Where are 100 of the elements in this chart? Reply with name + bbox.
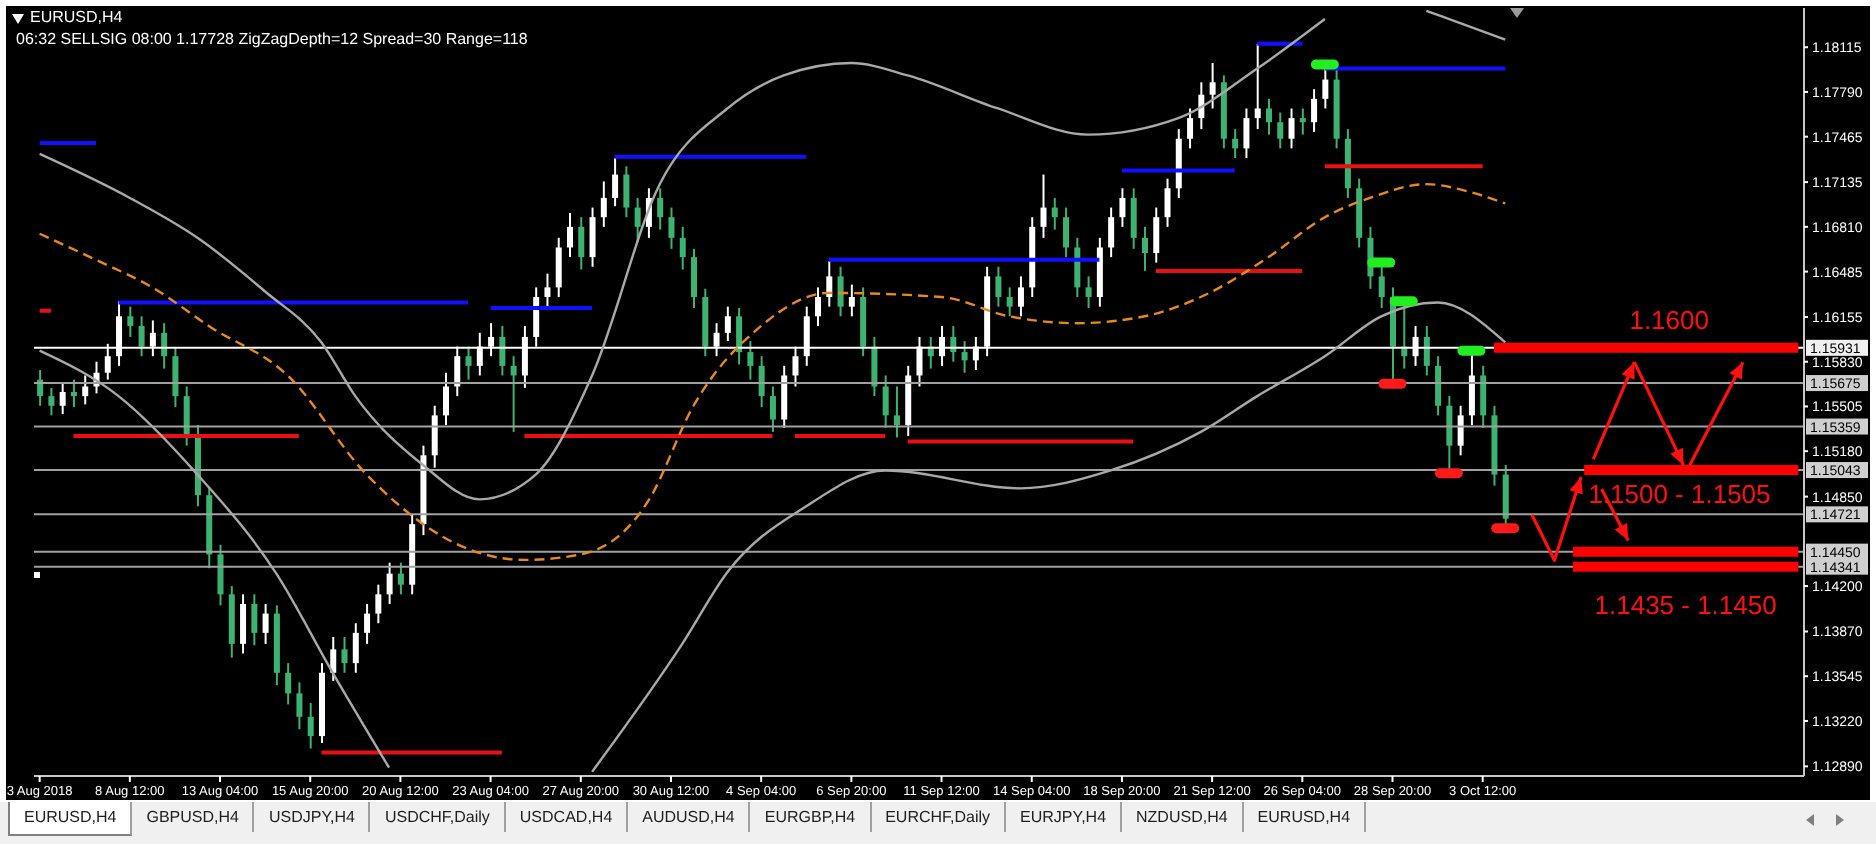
candlestick: [691, 247, 698, 310]
candlestick: [1423, 324, 1430, 377]
candlestick: [341, 635, 348, 674]
candlestick: [465, 345, 472, 381]
candlestick: [995, 265, 1002, 308]
candlestick: [837, 265, 844, 318]
candlestick: [623, 165, 630, 219]
candlestick: [815, 286, 822, 327]
candlestick: [1243, 107, 1250, 160]
candlestick: [724, 305, 731, 343]
candlestick: [138, 315, 145, 358]
candlestick: [544, 272, 551, 308]
text: EURUSD,H4: [8, 802, 133, 836]
candlestick: [1006, 286, 1013, 318]
candlestick: [1311, 88, 1318, 133]
candlestick: [600, 180, 607, 228]
candlestick: [161, 322, 168, 370]
candlestick: [240, 593, 247, 655]
candlestick: [1130, 187, 1137, 250]
candlestick: [555, 236, 562, 299]
candlestick: [1153, 206, 1160, 264]
candlestick: [1164, 177, 1171, 228]
candlestick: [578, 216, 585, 271]
text: AUDUSD,H4: [628, 802, 751, 832]
candlestick: [82, 374, 89, 406]
candlestick: [1040, 173, 1047, 239]
candlestick: [634, 196, 641, 243]
candlestick: [747, 340, 754, 381]
candlestick: [1254, 42, 1261, 131]
candlestick: [1277, 111, 1284, 150]
text: GBPUSD,H4: [132, 802, 255, 832]
candlestick: [882, 374, 889, 429]
candlestick: [262, 602, 269, 645]
annotation: 1.1600: [1629, 304, 1709, 335]
text: EURUSD,H4: [1243, 802, 1367, 832]
line-series: [38, 182, 1507, 562]
candlestick: [127, 305, 134, 338]
candlestick: [1141, 225, 1148, 272]
text: EURCHF,Daily: [871, 802, 1007, 832]
candlestick: [296, 681, 303, 731]
candlestick: [1119, 187, 1126, 228]
candlestick: [657, 187, 664, 231]
candlestick: [826, 260, 833, 308]
text: NZDUSD,H4: [1122, 802, 1244, 832]
candlestick: [352, 622, 359, 674]
candlestick: [1435, 355, 1442, 417]
candlestick: [736, 307, 743, 366]
candlestick: [1288, 107, 1295, 150]
text: EURGBP,H4: [750, 802, 872, 832]
candlestick: [70, 378, 77, 409]
candlestick: [1378, 265, 1385, 310]
candlestick: [442, 371, 449, 427]
candlestick: [1265, 97, 1272, 136]
candlestick: [1299, 107, 1306, 136]
candlestick: [375, 583, 382, 625]
candlestick: [1074, 236, 1081, 299]
candlestick: [1187, 107, 1194, 150]
candlestick: [893, 385, 900, 439]
candlestick: [499, 324, 506, 377]
candlestick: [848, 283, 855, 318]
candlestick: [183, 385, 190, 447]
candlestick: [364, 602, 371, 645]
candlestick: [961, 340, 968, 374]
candlestick: [1457, 404, 1464, 457]
candlestick: [386, 561, 393, 605]
annotation: 1.1435 - 1.1450: [1594, 589, 1777, 620]
candlestick: [668, 206, 675, 250]
text: USDCHF,Daily: [370, 802, 506, 832]
candlestick: [1322, 63, 1329, 110]
candlestick: [781, 364, 788, 429]
candlestick: [1232, 128, 1239, 160]
candlestick: [431, 404, 438, 469]
candlestick: [1108, 206, 1115, 259]
candlestick: [1480, 364, 1487, 429]
candlestick: [307, 702, 314, 750]
candlestick: [510, 355, 517, 433]
candlestick: [251, 593, 258, 647]
candlestick: [1209, 62, 1216, 110]
candlestick: [567, 212, 573, 259]
candlestick: [48, 386, 55, 417]
candlestick: [172, 346, 179, 409]
text: USDJPY,H4: [254, 802, 371, 832]
candlestick: [1017, 275, 1024, 318]
candlestick: [330, 635, 337, 683]
candlestick: [612, 157, 619, 208]
candlestick: [285, 662, 292, 706]
candlestick: [397, 561, 404, 596]
text: EURJPY,H4: [1006, 802, 1123, 832]
candlestick: [1085, 275, 1092, 310]
text: USDCAD,H4: [505, 802, 629, 832]
text: 06:32 SELLSIG 08:00 1.17728 ZigZagDepth=12 Spread=30 Range=118: [16, 30, 528, 48]
candlestick: [758, 355, 765, 409]
candlestick: [1063, 206, 1070, 259]
candlestick: [59, 381, 66, 416]
candlestick: [217, 543, 224, 607]
candlestick: [769, 385, 776, 433]
chart-title: EURUSD,H4: [30, 8, 123, 26]
candlestick: [589, 206, 596, 268]
candlestick: [679, 225, 686, 271]
candlestick: [1051, 196, 1058, 231]
